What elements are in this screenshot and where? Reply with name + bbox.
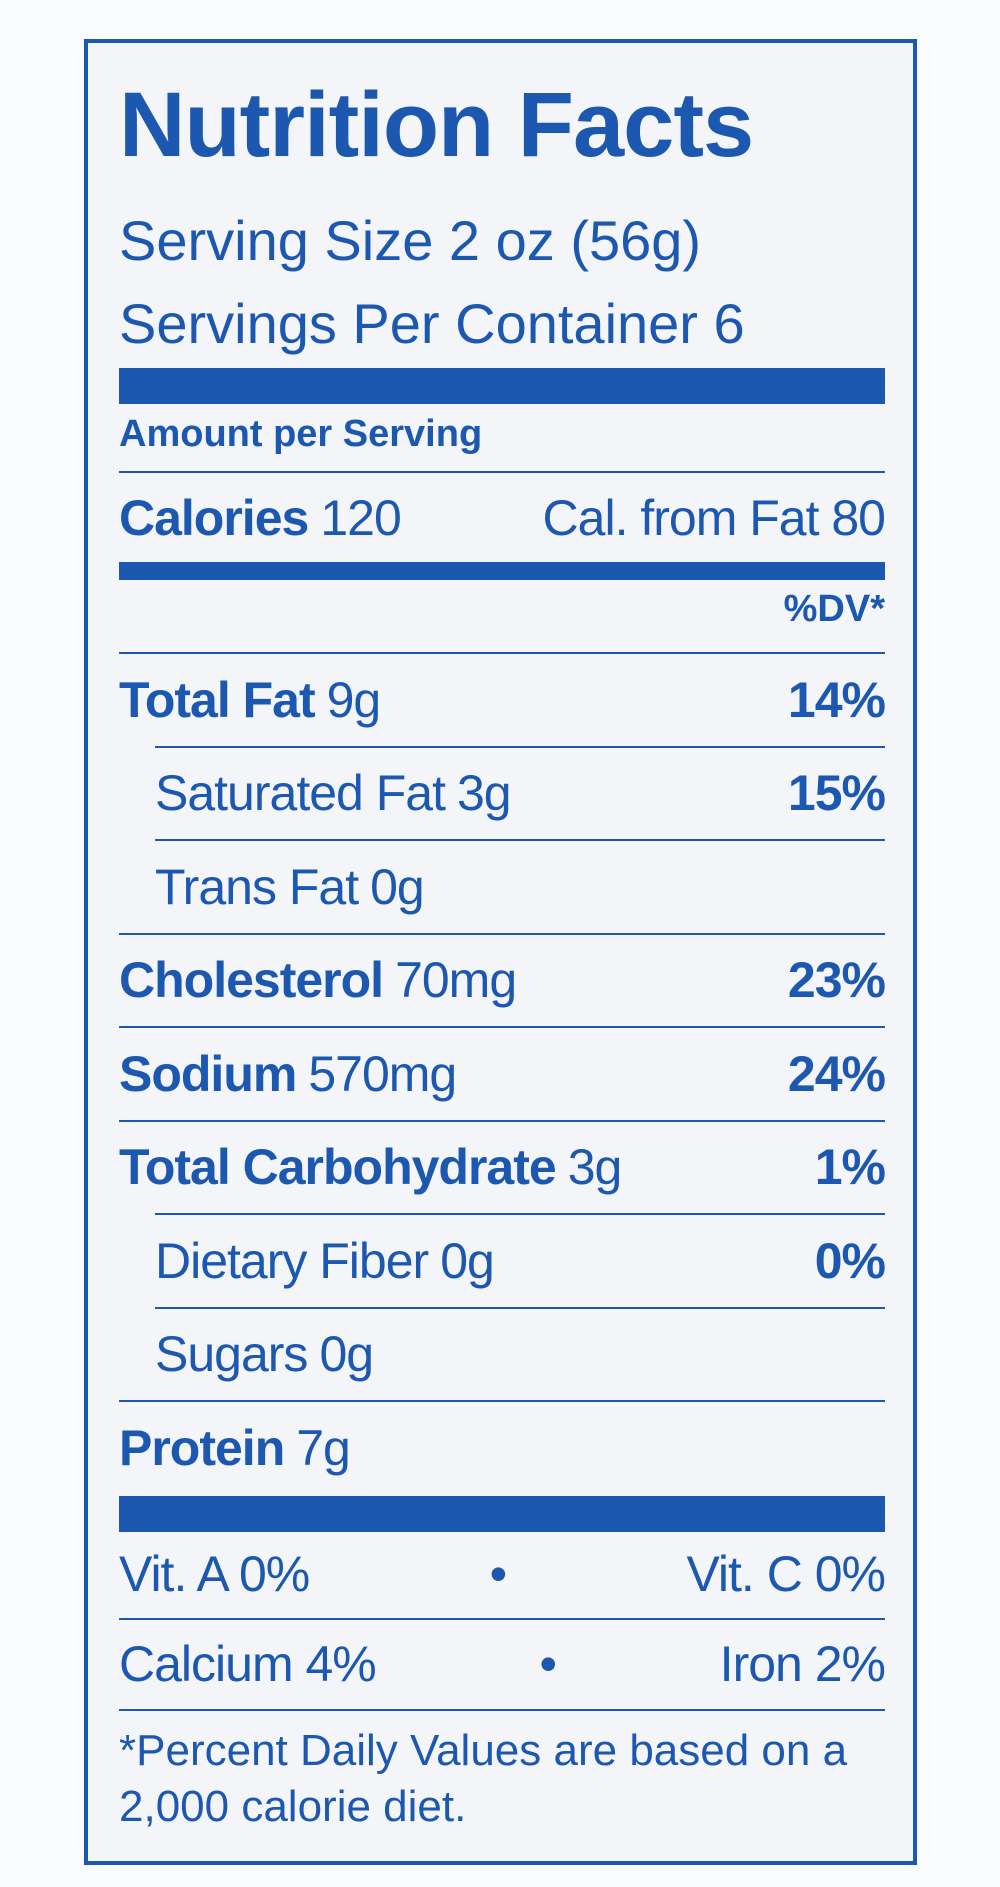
daily-value: 23% [787, 952, 886, 1009]
nutrient: Cholesterol 70mg [119, 951, 517, 1009]
nutrient-amount: 570mg [308, 1045, 457, 1102]
daily-value: 14% [787, 671, 886, 728]
rule [119, 1709, 885, 1711]
nutrient-name: Total Carbohydrate [119, 1139, 557, 1196]
vitamin: Calcium 4% [119, 1636, 377, 1692]
rule [155, 745, 885, 748]
vitamin: Vit. A 0% [119, 1546, 310, 1602]
serving-size: Serving Size 2 oz (56g) [119, 209, 702, 272]
calories-from-fat: Cal. from Fat 80 [542, 490, 886, 546]
nutrient-amount: 3g [456, 765, 512, 822]
vitamin-row: Vit. A 0% • Vit. C 0% [119, 1531, 886, 1617]
nutrient-row: Cholesterol 70mg 23% [119, 935, 886, 1027]
amount-per-serving: Amount per Serving [119, 413, 483, 455]
vitamin: Vit. C 0% [686, 1546, 885, 1602]
nutrient-row: Total Fat 9g 14% [119, 654, 886, 746]
medium-rule [119, 562, 885, 580]
thick-rule [119, 1496, 885, 1532]
rule [119, 1618, 885, 1620]
nutrient-amount: 70mg [395, 952, 517, 1009]
nutrient-row: Trans Fat 0g [119, 841, 885, 933]
rule [119, 932, 885, 935]
rule [119, 1119, 885, 1122]
nutrient: Dietary Fiber 0g [155, 1232, 495, 1290]
bullet: • [539, 1636, 556, 1692]
nutrient-name: Total Fat [119, 671, 316, 728]
rule [119, 652, 885, 654]
thick-rule [119, 368, 885, 404]
rule [155, 839, 885, 841]
title: Nutrition Facts [119, 74, 754, 176]
nutrient-name: Saturated Fat [155, 765, 446, 822]
nutrient-amount: 0g [440, 1232, 495, 1289]
nutrient: Sugars 0g [155, 1325, 374, 1383]
nutrient-row: Protein 7g [119, 1402, 885, 1494]
nutrient-name: Protein [119, 1419, 285, 1476]
nutrient-amount: 0g [319, 1326, 374, 1383]
nutrient-amount: 3g [567, 1139, 623, 1196]
nutrient-row: Sugars 0g [119, 1309, 885, 1401]
vitamin: Iron 2% [719, 1636, 886, 1692]
rule [119, 1026, 885, 1028]
nutrient-name: Cholesterol [119, 952, 384, 1009]
nutrient-amount: 0g [370, 858, 425, 915]
rule [119, 471, 885, 473]
nutrient: Protein 7g [119, 1419, 351, 1477]
nutrient-row: Saturated Fat 3g 15% [119, 748, 886, 840]
nutrient-name: Sodium [119, 1045, 297, 1102]
calories-label: Calories [119, 490, 309, 546]
nutrient-row: Total Carbohydrate 3g 1% [119, 1122, 886, 1214]
daily-value: 24% [787, 1045, 886, 1102]
daily-value: 15% [787, 765, 886, 822]
nutrient: Total Carbohydrate 3g [119, 1138, 623, 1196]
nutrient: Total Fat 9g [119, 671, 382, 729]
nutrient-amount: 9g [326, 671, 382, 728]
nutrient-name: Dietary Fiber [155, 1232, 429, 1289]
footnote: *Percent Daily Values are based on a 2,0… [119, 1726, 848, 1831]
daily-value: 1% [814, 1139, 886, 1196]
bullet: • [489, 1546, 507, 1602]
daily-value: 0% [814, 1232, 886, 1289]
nutrient: Sodium 570mg [119, 1045, 457, 1103]
nutrient-row: Sodium 570mg 24% [119, 1028, 886, 1120]
nutrition-label: Nutrition Facts Serving Size 2 oz (56g) … [84, 39, 917, 1865]
nutrient-amount: 7g [296, 1419, 351, 1476]
nutrient: Saturated Fat 3g [155, 764, 512, 822]
nutrient-row: Dietary Fiber 0g 0% [119, 1215, 886, 1307]
rule [155, 1306, 885, 1309]
vitamin-row: Calcium 4% • Iron 2% [119, 1620, 886, 1708]
calories: Calories 120 [119, 489, 402, 547]
nutrient-name: Sugars [155, 1326, 308, 1383]
calories-value: 120 [320, 490, 401, 546]
dv-header: %DV* [783, 588, 885, 630]
nutrient-name: Trans Fat [155, 858, 359, 915]
rule [155, 1213, 885, 1215]
nutrient: Trans Fat 0g [155, 858, 425, 916]
calories-row: Calories 120 Cal. from Fat 80 [119, 473, 886, 563]
rule [119, 1400, 885, 1402]
servings-per-container: Servings Per Container 6 [119, 292, 745, 355]
